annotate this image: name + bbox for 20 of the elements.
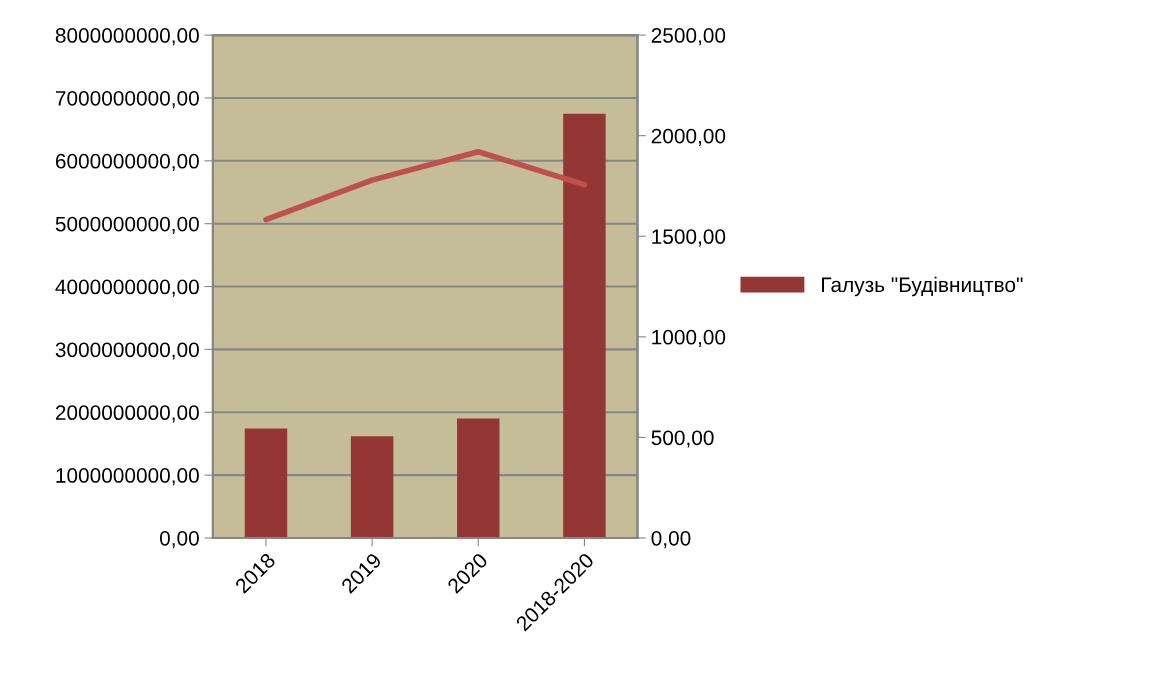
y-tick-label: 1000000000,00 (56, 468, 199, 486)
y2-tick-label: 0,00 (651, 530, 691, 549)
y-tick-label: 7000000000,00 (55, 90, 199, 109)
y-tick-label: 4000000000,00 (55, 279, 199, 297)
y2-tick-label: 500,00 (651, 430, 714, 448)
y2-tick-label: 1500,00 (652, 229, 726, 247)
y-tick-label: 2000000000,00 (55, 405, 199, 423)
bar (244, 428, 288, 538)
y2-tick-label: 1000,00 (652, 329, 726, 348)
y2-tick-label: 2500,00 (651, 28, 726, 46)
bar (350, 436, 394, 538)
bar (457, 418, 500, 538)
legend-label: Галузь "Будівництво" (822, 276, 1023, 297)
y-tick-label: 0,00 (159, 530, 199, 549)
bar (563, 113, 606, 538)
y-tick-label: 8000000000,00 (55, 28, 199, 46)
y-tick-label: 5000000000,00 (55, 216, 199, 234)
y2-tick-label: 2000,00 (651, 128, 726, 146)
y-tick-label: 3000000000,00 (55, 342, 199, 360)
y-tick-label: 6000000000,00 (55, 153, 199, 172)
